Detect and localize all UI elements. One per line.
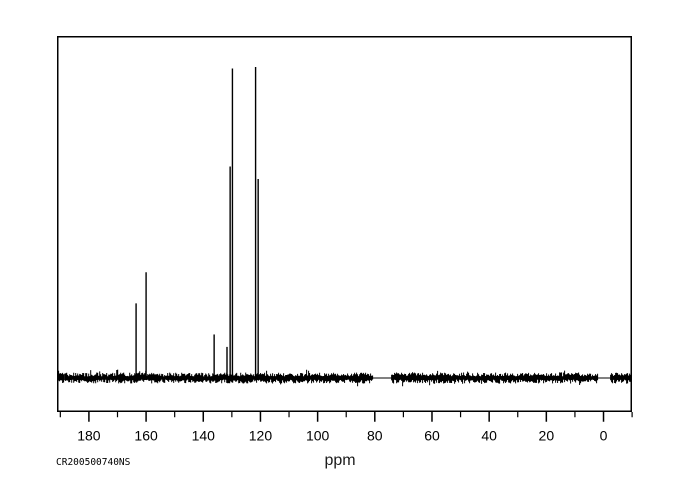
x-axis-tick-label: 0: [600, 428, 608, 444]
x-axis-tick-label: 140: [192, 428, 216, 444]
x-axis-tick-label: 180: [77, 428, 101, 444]
x-axis-title: ppm: [324, 452, 356, 469]
x-axis-tick-label: 160: [134, 428, 158, 444]
x-axis-tick-label: 80: [367, 428, 383, 444]
baseline-noise: [58, 369, 632, 387]
plot-border: [57, 36, 632, 412]
x-axis-tick-label: 120: [249, 428, 273, 444]
x-axis-tick-label: 40: [481, 428, 497, 444]
x-axis-tick-label: 100: [306, 428, 330, 444]
x-axis-tick-label: 20: [539, 428, 555, 444]
x-axis-tick-label: 60: [424, 428, 440, 444]
spectrum-id-label: CR200500740NS: [56, 457, 131, 468]
